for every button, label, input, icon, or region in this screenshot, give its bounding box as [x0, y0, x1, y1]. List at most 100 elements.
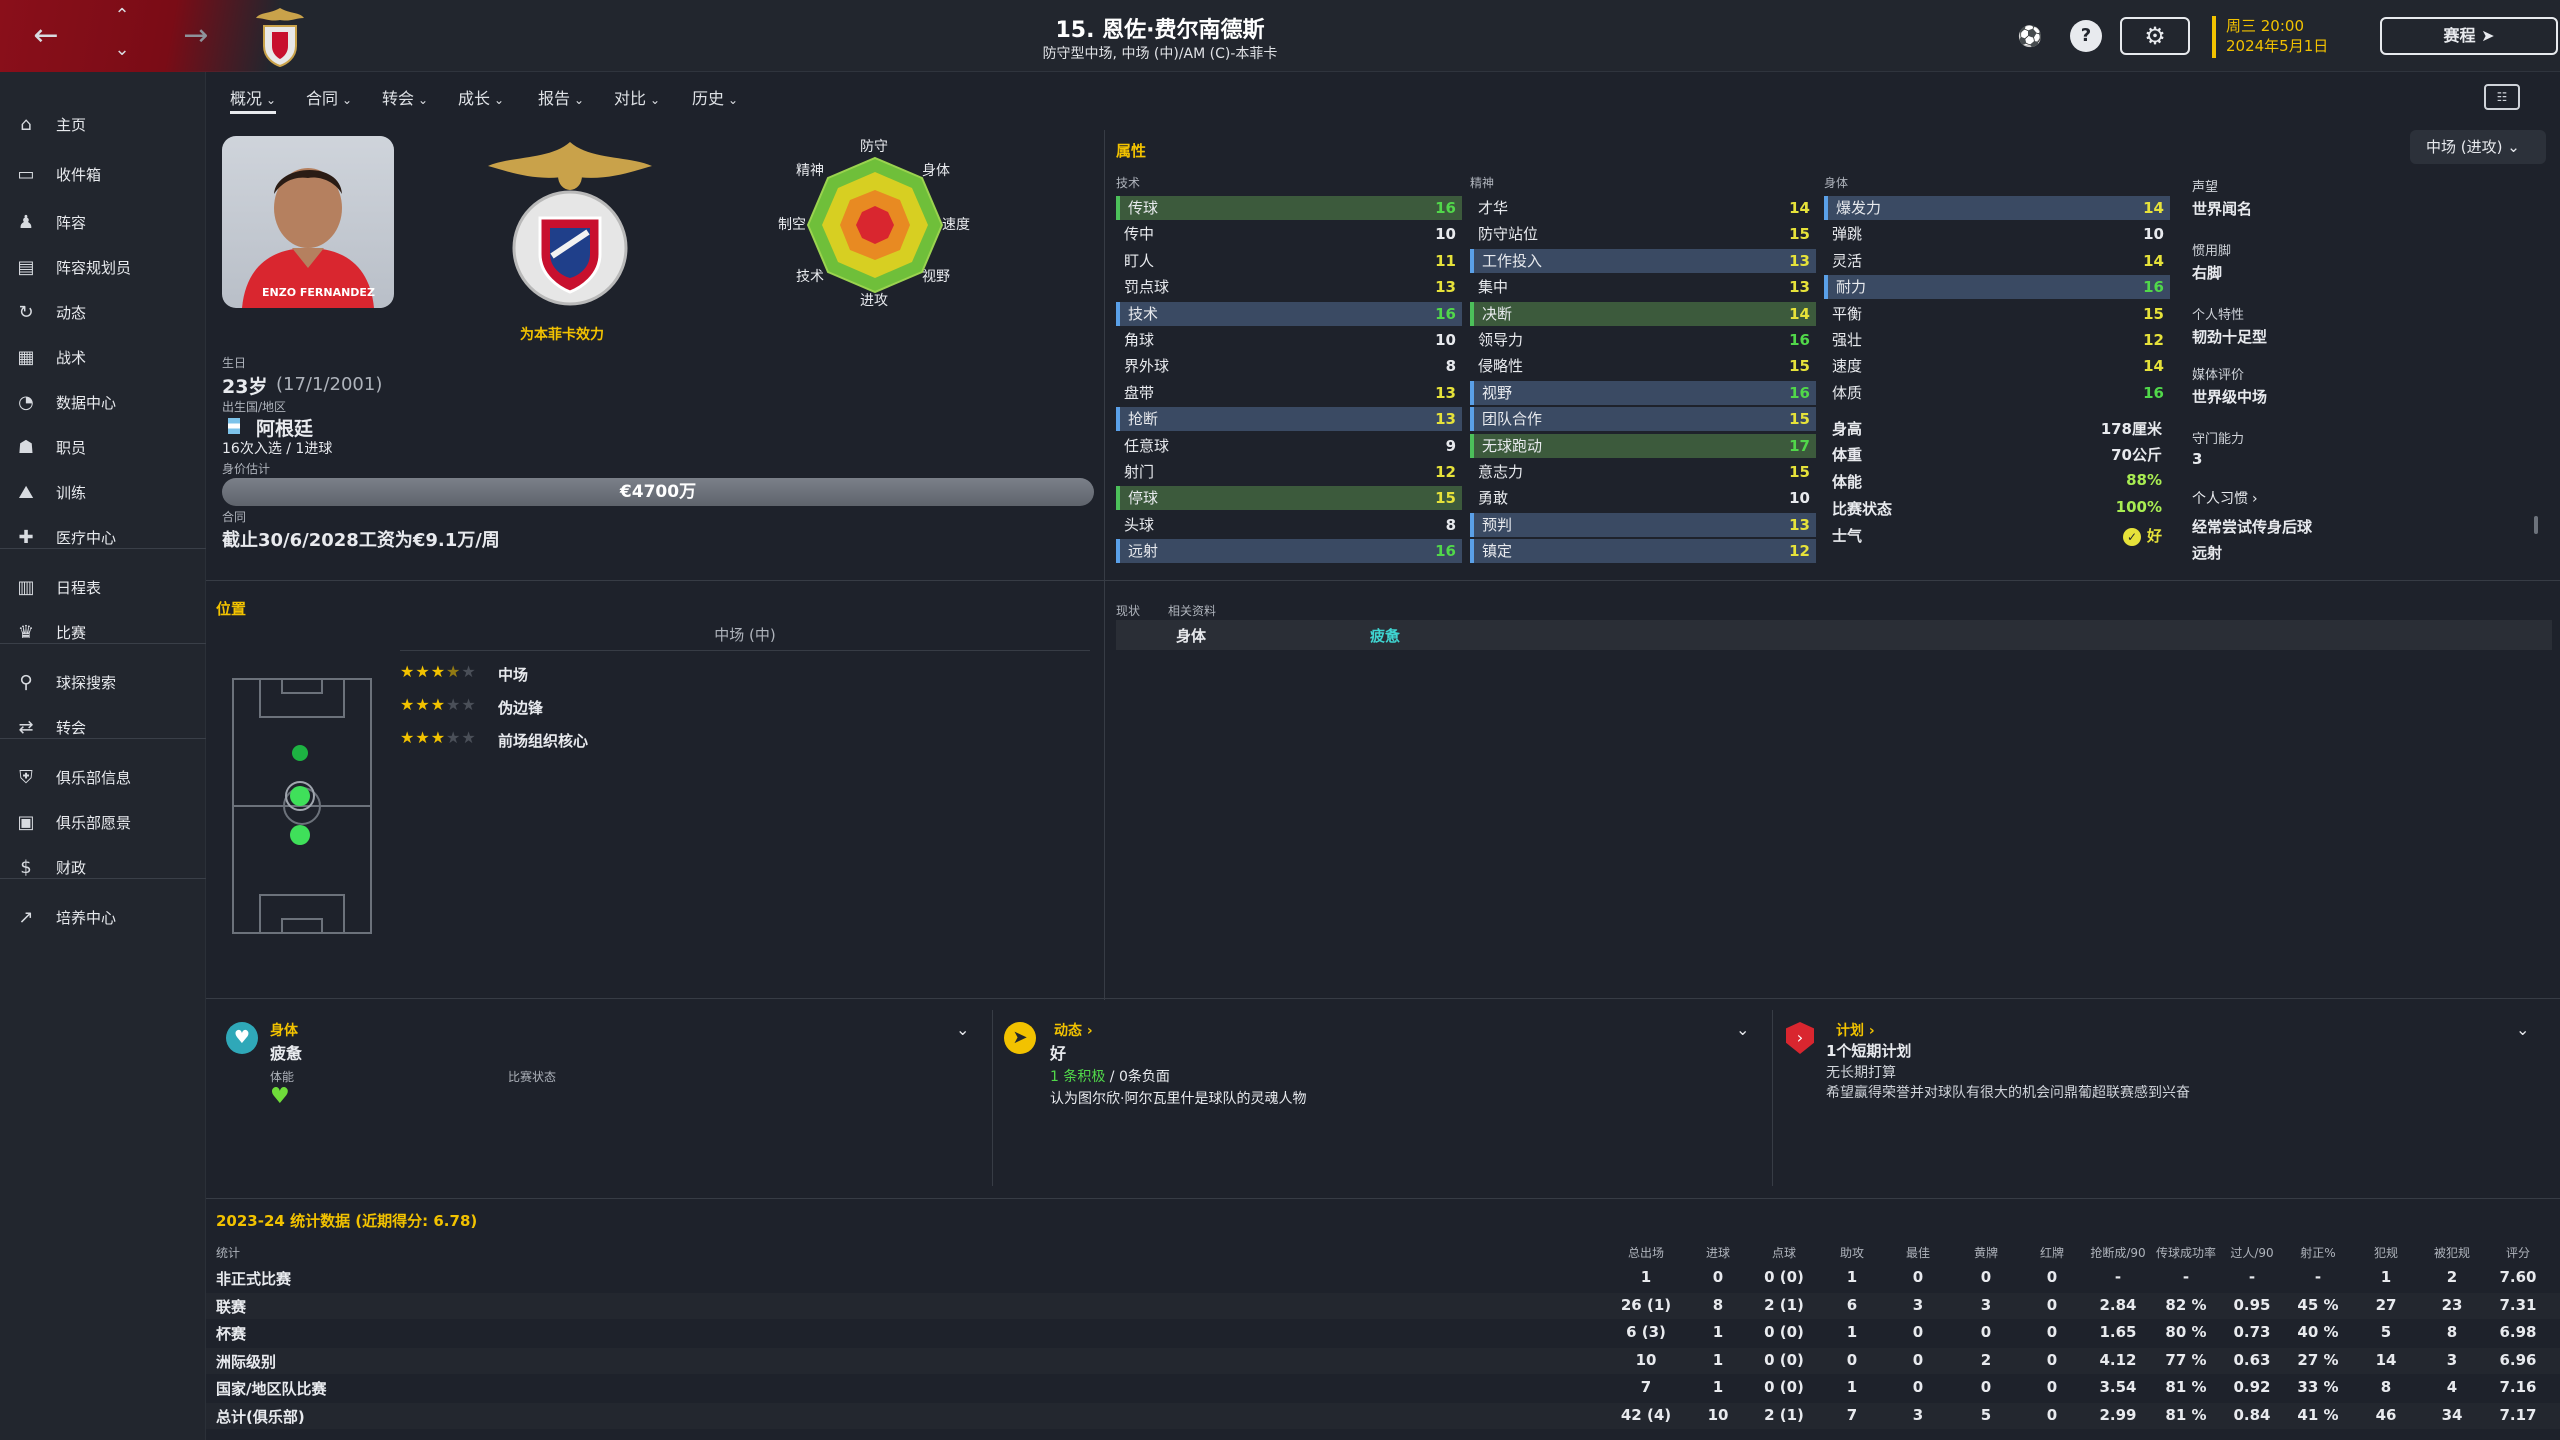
club-crest-icon[interactable] — [480, 136, 660, 316]
attribute-row[interactable]: 抢断 13 — [1116, 407, 1462, 432]
table-row-label[interactable]: 联赛 — [216, 1297, 247, 1316]
attribute-row[interactable]: 弹跳 10 — [1824, 222, 2170, 246]
tab-status[interactable]: 现状 — [1116, 604, 1141, 618]
attribute-row[interactable]: 勇敢 10 — [1470, 486, 1816, 510]
question-icon[interactable]: ? — [2070, 20, 2102, 52]
attribute-row[interactable]: 镇定 12 — [1470, 539, 1816, 564]
sidebar-item-15[interactable]: ⛨ 俱乐部信息 — [0, 757, 206, 797]
chevron-down-icon[interactable]: ⌄ — [2516, 1020, 2530, 1039]
sidebar-item-7[interactable]: ◔ 数据中心 — [0, 382, 206, 422]
chevron-down-icon[interactable]: ⌄ — [956, 1020, 970, 1039]
attribute-row[interactable]: 任意球 9 — [1116, 434, 1462, 458]
attribute-row[interactable]: 速度 14 — [1824, 354, 2170, 378]
habits-link[interactable]: 个人习惯 › — [2192, 488, 2258, 508]
sidebar-item-8[interactable]: ☗ 职员 — [0, 427, 206, 467]
card-dynamics-title[interactable]: 动态 › — [1054, 1020, 1093, 1040]
stats-column-header[interactable]: 最佳 — [1905, 1246, 1930, 1260]
stats-column-header[interactable]: 总出场 — [1627, 1246, 1664, 1260]
table-row-label[interactable]: 国家/地区队比赛 — [216, 1380, 327, 1398]
attribute-row[interactable]: 罚点球 13 — [1116, 275, 1462, 299]
card-plans-title[interactable]: 计划 › — [1836, 1020, 1875, 1040]
attribute-row[interactable]: 侵略性 15 — [1470, 354, 1816, 378]
sidebar-item-1[interactable]: ⌂ 主页 — [0, 104, 206, 144]
attribute-row[interactable]: 集中 13 — [1470, 275, 1816, 299]
scrollbar[interactable] — [2534, 516, 2538, 534]
attribute-row[interactable]: 防守站位 15 — [1470, 222, 1816, 246]
attribute-row[interactable]: 体质 16 — [1824, 381, 2170, 405]
nation[interactable]: 阿根廷 — [256, 418, 314, 440]
continue-button[interactable]: 赛程 ➤ — [2380, 17, 2558, 55]
stats-column-header[interactable]: 助攻 — [1839, 1246, 1864, 1260]
tab-4[interactable]: 成长 ⌄ — [458, 84, 504, 114]
sidebar-item-10[interactable]: ✚ 医疗中心 — [0, 517, 206, 557]
tab-3[interactable]: 转会 ⌄ — [382, 84, 428, 114]
attribute-row[interactable]: 界外球 8 — [1116, 354, 1462, 378]
attribute-row[interactable]: 意志力 15 — [1470, 460, 1816, 484]
football-fm-icon[interactable]: ⚽ — [2017, 24, 2043, 48]
settings-button[interactable]: ⚙ — [2120, 17, 2190, 55]
chevron-down-icon[interactable]: ⌄ — [114, 39, 130, 60]
attribute-row[interactable]: 技术 16 — [1116, 301, 1462, 326]
stats-column-header[interactable]: 抢断成/90 — [2090, 1246, 2146, 1260]
tab-2[interactable]: 合同 ⌄ — [306, 84, 352, 114]
attribute-row[interactable]: 爆发力 14 — [1824, 196, 2170, 220]
sidebar-item-5[interactable]: ↻ 动态 — [0, 292, 206, 332]
stats-column-header[interactable]: 被犯规 — [2433, 1246, 2470, 1260]
attribute-row[interactable]: 耐力 16 — [1824, 275, 2170, 300]
role-selector[interactable]: 中场 (进攻) ⌄ — [2410, 130, 2546, 164]
tab-5[interactable]: 报告 ⌄ — [538, 84, 584, 114]
sidebar-item-4[interactable]: ▤ 阵容规划员 — [0, 247, 206, 287]
chevron-up-icon[interactable]: ⌃ — [114, 5, 130, 26]
attribute-row[interactable]: 角球 10 — [1116, 328, 1462, 352]
stats-column-header[interactable]: 黄牌 — [1973, 1246, 1998, 1260]
sidebar-item-6[interactable]: ▦ 战术 — [0, 337, 206, 377]
sidebar-item-14[interactable]: ⇄ 转会 — [0, 707, 206, 747]
attribute-row[interactable]: 头球 8 — [1116, 513, 1462, 537]
stats-column-header[interactable]: 点球 — [1771, 1246, 1796, 1260]
club-label[interactable]: 为本菲卡效力 — [520, 327, 604, 343]
forward-arrow-icon[interactable]: → — [183, 18, 209, 53]
attribute-row[interactable]: 才华 14 — [1470, 196, 1816, 220]
sidebar-item-9[interactable]: ⛰ 训练 — [0, 472, 206, 512]
sidebar-item-13[interactable]: ⚲ 球探搜索 — [0, 662, 206, 702]
tab-1[interactable]: 概况 ⌄ — [230, 84, 277, 114]
stats-column-header[interactable]: 射正% — [2300, 1246, 2336, 1260]
tab-6[interactable]: 对比 ⌄ — [614, 84, 660, 114]
table-row-label[interactable]: 总计(俱乐部) — [216, 1407, 305, 1426]
card-physical-title[interactable]: 身体 — [270, 1023, 298, 1039]
attribute-row[interactable]: 领导力 16 — [1470, 328, 1816, 352]
attribute-row[interactable]: 视野 16 — [1470, 380, 1816, 405]
sidebar-item-18[interactable]: ↗ 培养中心 — [0, 897, 206, 937]
sidebar-item-2[interactable]: ▭ 收件箱 — [0, 154, 206, 194]
attribute-row[interactable]: 预判 13 — [1470, 512, 1816, 537]
club-crest-small-icon[interactable] — [252, 6, 308, 68]
table-row-label[interactable]: 杯赛 — [216, 1325, 247, 1343]
attribute-row[interactable]: 远射 16 — [1116, 539, 1462, 564]
tab-related[interactable]: 相关资料 — [1168, 604, 1217, 618]
stats-column-header[interactable]: 过人/90 — [2230, 1246, 2274, 1260]
attribute-row[interactable]: 传中 10 — [1116, 222, 1462, 246]
search-player-icon[interactable]: ☷ — [2484, 84, 2520, 110]
attribute-row[interactable]: 强壮 12 — [1824, 328, 2170, 352]
attribute-row[interactable]: 射门 12 — [1116, 460, 1462, 484]
attribute-row[interactable]: 工作投入 13 — [1470, 248, 1816, 273]
sidebar-item-16[interactable]: ▣ 俱乐部愿景 — [0, 802, 206, 842]
stats-column-header[interactable]: 评分 — [2505, 1246, 2530, 1260]
attribute-row[interactable]: 盘带 13 — [1116, 381, 1462, 405]
attribute-row[interactable]: 灵活 14 — [1824, 249, 2170, 273]
attribute-row[interactable]: 平衡 15 — [1824, 302, 2170, 326]
attribute-row[interactable]: 盯人 11 — [1116, 249, 1462, 273]
attribute-row[interactable]: 无球跑动 17 — [1470, 433, 1816, 458]
sidebar-item-3[interactable]: ♟ 阵容 — [0, 202, 206, 242]
stats-column-header[interactable]: 进球 — [1705, 1246, 1730, 1260]
stats-column-header[interactable]: 传球成功率 — [2155, 1246, 2216, 1260]
table-row-label[interactable]: 洲际级别 — [216, 1352, 277, 1371]
chevron-down-icon[interactable]: ⌄ — [1736, 1020, 1750, 1039]
attribute-row[interactable]: 传球 16 — [1116, 196, 1462, 220]
stats-column-header[interactable]: 红牌 — [2039, 1246, 2064, 1260]
tab-7[interactable]: 历史 ⌄ — [692, 84, 738, 114]
attribute-row[interactable]: 决断 14 — [1470, 301, 1816, 326]
sidebar-item-17[interactable]: $ 财政 — [0, 847, 206, 887]
stats-column-header[interactable]: 犯规 — [2373, 1246, 2398, 1260]
sidebar-item-11[interactable]: ▥ 日程表 — [0, 567, 206, 607]
